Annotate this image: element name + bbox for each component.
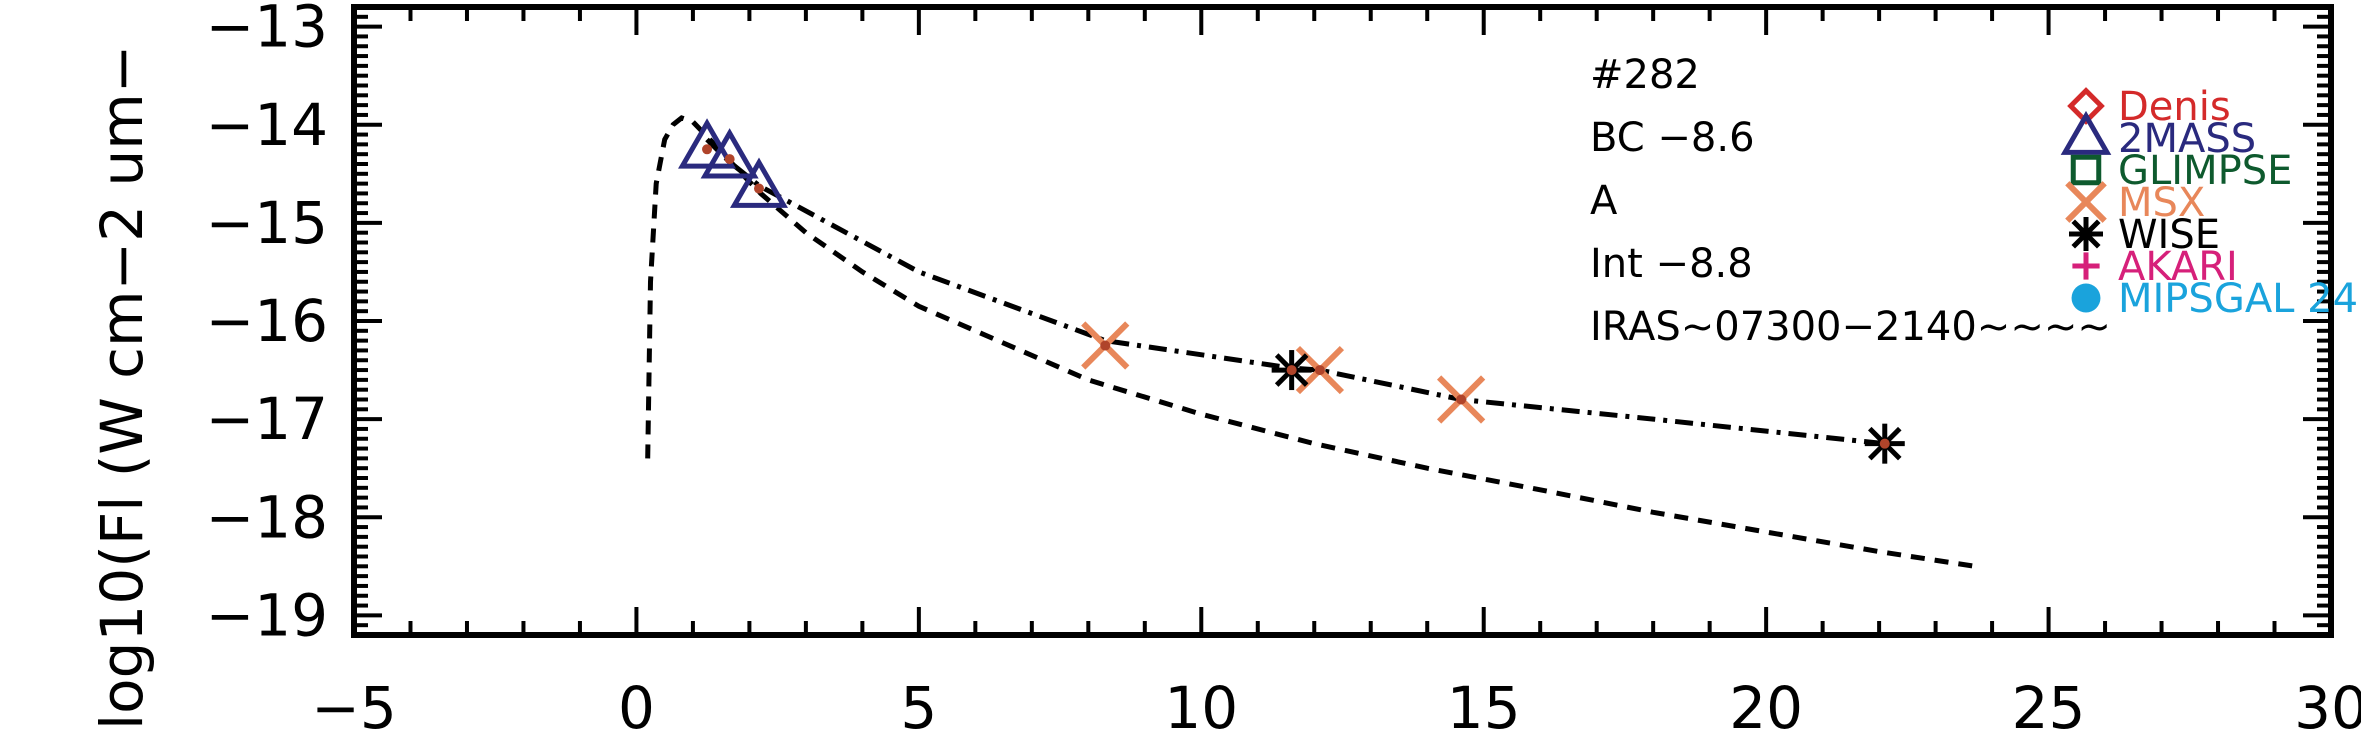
legend-label: MIPSGAL 24 — [2118, 276, 2358, 322]
annotation-line: Int −8.8 — [1590, 241, 1753, 287]
legend-label: GLIMPSE — [2118, 148, 2292, 194]
x-tick-labels: −5 0 5 10 15 20 25 30 — [311, 674, 2361, 742]
annotation-line: A — [1590, 178, 1618, 224]
triangle-marker — [700, 128, 759, 179]
annotation-block: #282 BC −8.6 A Int −8.8 IRAS~07300−2140~~~~ — [1590, 52, 2111, 350]
y-tick-label: −16 — [206, 287, 328, 355]
data-point-dot — [754, 183, 765, 194]
data-point-dot — [1100, 340, 1111, 351]
triangle-marker — [729, 157, 789, 208]
data-point-dot — [1456, 394, 1467, 405]
y-tick-label: −19 — [206, 581, 328, 649]
x-tick-label: −5 — [311, 674, 397, 742]
x-tick-label: 10 — [1164, 674, 1238, 742]
y-axis-title: log10(Fl (W cm−2 um− — [88, 45, 156, 730]
legend-label: WISE — [2118, 212, 2220, 258]
data-point-dot — [1286, 365, 1297, 376]
annotation-line: #282 — [1590, 52, 1700, 98]
y-tick-label: −13 — [206, 0, 328, 61]
data-point-dot — [1879, 438, 1890, 449]
axis-ticks — [352, 5, 2333, 637]
legend-x-marker — [2065, 181, 2107, 223]
legend-circle-marker — [2071, 283, 2101, 313]
x-tick-label: 0 — [618, 674, 655, 742]
x-tick-label: 15 — [1447, 674, 1521, 742]
legend-triangle-marker — [2060, 110, 2112, 155]
legend-label: Denis — [2118, 84, 2231, 130]
legend-diamond-marker — [2067, 87, 2105, 125]
annotation-line: IRAS~07300−2140~~~~ — [1590, 304, 2111, 350]
y-tick-labels: −13 −14 −15 −16 −17 −18 −19 — [206, 0, 328, 649]
model-curve-dashdot — [705, 137, 1886, 447]
legend-asterisk-marker — [2069, 217, 2103, 251]
legend-square-marker — [2070, 154, 2102, 186]
legend-label: MSX — [2118, 180, 2205, 226]
y-tick-label: −14 — [206, 91, 328, 159]
x-stroke — [2065, 181, 2107, 223]
x-tick-label: 25 — [2012, 674, 2086, 742]
data-point-dot — [702, 144, 713, 155]
model-curve-dashed — [645, 115, 1976, 569]
legend-label: AKARI — [2118, 244, 2238, 290]
y-tick-label: −17 — [206, 385, 328, 453]
legend-label: 2MASS — [2118, 116, 2256, 162]
legend-plus-marker — [2072, 252, 2100, 280]
data-point-dot — [724, 154, 735, 165]
triangle-marker — [678, 118, 737, 169]
y-tick-label: −15 — [206, 189, 328, 257]
data-point-dot — [1314, 365, 1325, 376]
data-markers — [678, 118, 1905, 464]
x-tick-label: 5 — [900, 674, 937, 742]
x-tick-label: 30 — [2294, 674, 2361, 742]
y-tick-label: −18 — [206, 483, 328, 551]
annotation-line: BC −8.6 — [1590, 115, 1755, 161]
x-tick-label: 20 — [1729, 674, 1803, 742]
